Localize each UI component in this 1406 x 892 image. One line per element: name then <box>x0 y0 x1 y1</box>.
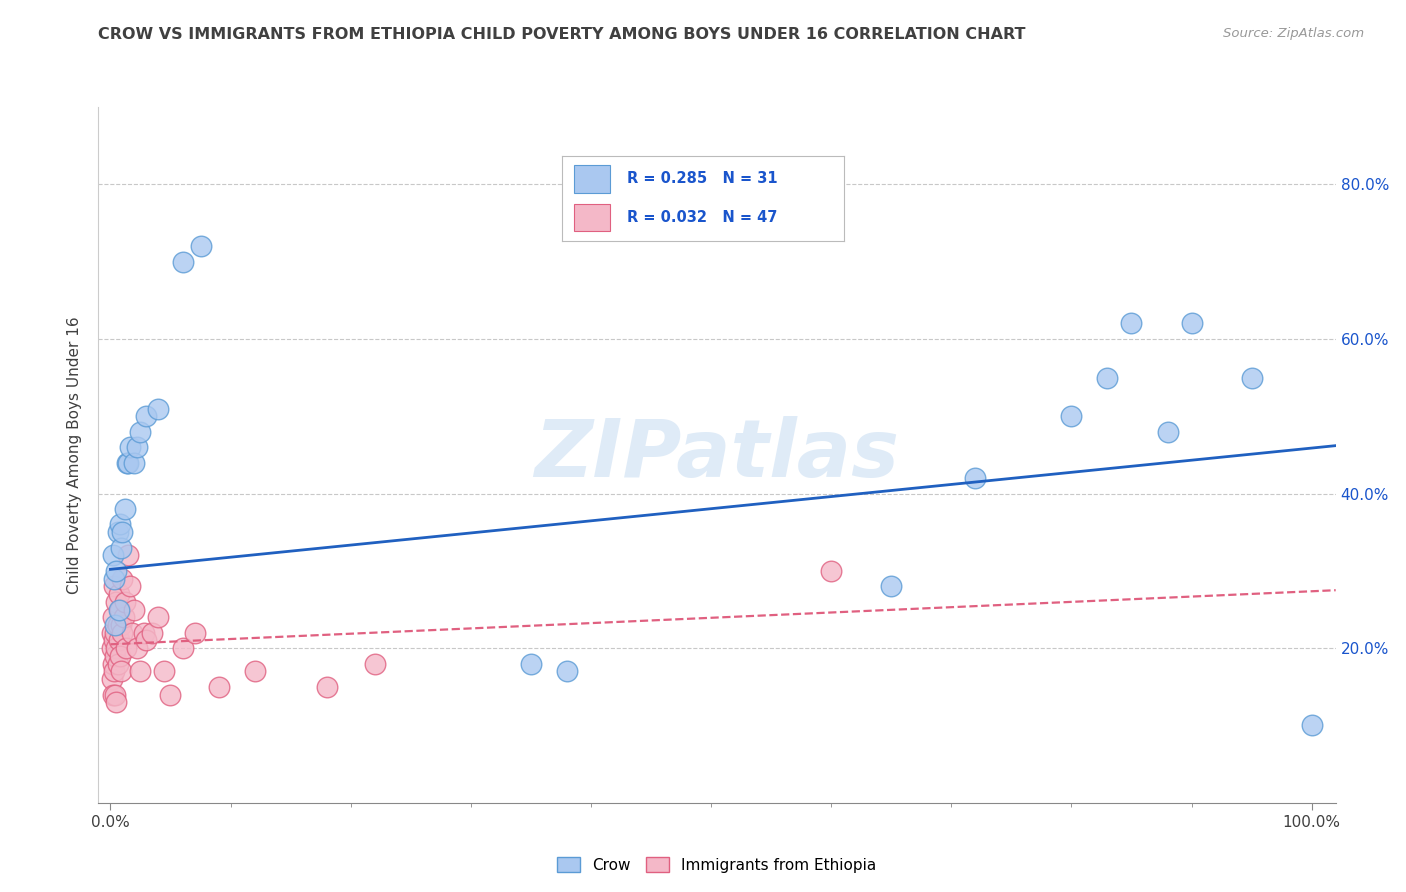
Point <box>105 564 128 578</box>
Point <box>1097 370 1119 384</box>
Point <box>103 633 125 648</box>
Point <box>101 549 124 563</box>
Point <box>104 648 127 663</box>
Point <box>105 695 128 709</box>
Point <box>555 665 578 679</box>
Point <box>125 440 148 454</box>
Bar <box>574 165 610 193</box>
Point <box>117 549 139 563</box>
Point <box>105 641 128 656</box>
Point <box>112 610 135 624</box>
Point <box>135 409 157 424</box>
Point <box>107 618 129 632</box>
Point <box>1301 718 1323 732</box>
Point <box>121 625 143 640</box>
Point <box>141 625 163 640</box>
Point <box>148 401 170 416</box>
Point <box>114 502 136 516</box>
Point <box>124 456 146 470</box>
Text: Source: ZipAtlas.com: Source: ZipAtlas.com <box>1223 27 1364 40</box>
Text: R = 0.032   N = 47: R = 0.032 N = 47 <box>627 210 778 225</box>
Y-axis label: Child Poverty Among Boys Under 16: Child Poverty Among Boys Under 16 <box>67 316 83 594</box>
Point <box>111 625 134 640</box>
Point <box>148 610 170 624</box>
Point <box>108 587 131 601</box>
Point <box>105 595 128 609</box>
Point <box>129 425 152 439</box>
Point <box>1180 317 1202 331</box>
Point <box>520 657 543 671</box>
Point <box>243 665 266 679</box>
Point <box>1156 425 1178 439</box>
Point <box>101 688 124 702</box>
Point <box>1060 409 1083 424</box>
Point <box>104 688 127 702</box>
Point <box>1121 317 1143 331</box>
Text: ZIPatlas: ZIPatlas <box>534 416 900 494</box>
Point <box>103 572 125 586</box>
Point <box>110 541 132 555</box>
Point <box>880 579 903 593</box>
Point <box>965 471 987 485</box>
Point <box>132 625 155 640</box>
Text: R = 0.285   N = 31: R = 0.285 N = 31 <box>627 171 778 186</box>
Point <box>183 625 205 640</box>
Point <box>115 641 138 656</box>
Point <box>110 665 132 679</box>
Point <box>101 610 124 624</box>
Point <box>108 648 131 663</box>
Point <box>100 672 122 686</box>
Point <box>135 633 157 648</box>
Point <box>101 657 124 671</box>
Point <box>107 525 129 540</box>
Point <box>172 254 194 268</box>
Point <box>1240 370 1263 384</box>
Point <box>100 641 122 656</box>
Point <box>159 688 181 702</box>
Point <box>114 595 136 609</box>
Text: CROW VS IMMIGRANTS FROM ETHIOPIA CHILD POVERTY AMONG BOYS UNDER 16 CORRELATION C: CROW VS IMMIGRANTS FROM ETHIOPIA CHILD P… <box>98 27 1026 42</box>
Point <box>100 625 122 640</box>
Point <box>118 440 141 454</box>
Point <box>107 657 129 671</box>
Point <box>315 680 337 694</box>
Point <box>172 641 194 656</box>
Point <box>125 641 148 656</box>
Point <box>117 456 139 470</box>
Point <box>110 618 132 632</box>
Point <box>111 525 134 540</box>
Point <box>108 517 131 532</box>
Point <box>108 602 131 616</box>
Point <box>820 564 842 578</box>
Legend: Crow, Immigrants from Ethiopia: Crow, Immigrants from Ethiopia <box>551 850 883 879</box>
Point <box>103 579 125 593</box>
Point <box>117 456 139 470</box>
Point <box>108 602 131 616</box>
Point <box>104 625 127 640</box>
Point <box>129 665 152 679</box>
Point <box>111 572 134 586</box>
Point <box>364 657 387 671</box>
Point <box>124 602 146 616</box>
Point <box>118 579 141 593</box>
Point <box>104 618 127 632</box>
Point <box>103 665 125 679</box>
Point <box>190 239 212 253</box>
Point <box>207 680 229 694</box>
Point <box>153 665 176 679</box>
Bar <box>574 203 610 231</box>
Point <box>108 633 131 648</box>
